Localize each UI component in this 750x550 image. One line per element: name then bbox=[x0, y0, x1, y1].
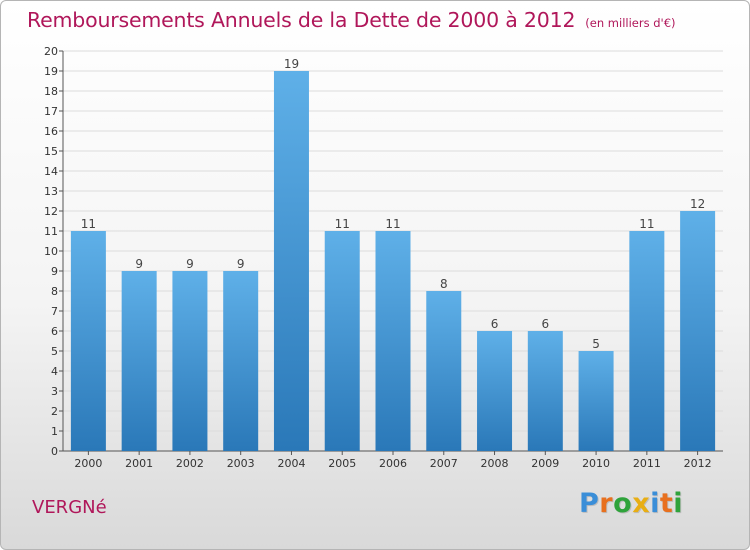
y-tick-label: 10 bbox=[44, 245, 58, 258]
proxiti-logo[interactable]: Proxiti bbox=[579, 488, 683, 519]
y-tick-label: 6 bbox=[51, 325, 58, 338]
y-tick-label: 16 bbox=[44, 125, 58, 138]
y-tick-label: 4 bbox=[51, 365, 58, 378]
bar-2003 bbox=[223, 271, 259, 451]
y-tick-label: 15 bbox=[44, 145, 58, 158]
chart-subtitle: (en milliers d'€) bbox=[585, 16, 676, 30]
bar-2009 bbox=[527, 331, 563, 451]
logo-letter: i bbox=[650, 488, 660, 519]
logo-letter: P bbox=[579, 488, 600, 519]
bar-2011 bbox=[629, 231, 665, 451]
x-tick-label: 2012 bbox=[684, 457, 712, 470]
logo-letter: r bbox=[599, 488, 614, 519]
y-tick-label: 20 bbox=[44, 45, 58, 58]
y-tick-label: 13 bbox=[44, 185, 58, 198]
data-label-2012: 12 bbox=[690, 197, 705, 211]
y-tick-label: 5 bbox=[51, 345, 58, 358]
data-label-2004: 19 bbox=[284, 57, 299, 71]
logo-letter: o bbox=[613, 488, 633, 519]
data-label-2009: 6 bbox=[541, 317, 549, 331]
x-tick-label: 2005 bbox=[328, 457, 356, 470]
y-tick-label: 2 bbox=[51, 405, 58, 418]
x-tick-label: 2001 bbox=[125, 457, 153, 470]
y-tick-label: 3 bbox=[51, 385, 58, 398]
bar-2002 bbox=[172, 271, 208, 451]
logo-letter: i bbox=[673, 488, 684, 519]
data-label-2002: 9 bbox=[186, 257, 194, 271]
x-tick-label: 2010 bbox=[582, 457, 610, 470]
y-tick-label: 14 bbox=[44, 165, 58, 178]
chart-title: Remboursements Annuels de la Dette de 20… bbox=[27, 8, 676, 32]
x-tick-label: 2009 bbox=[531, 457, 559, 470]
x-tick-label: 2004 bbox=[277, 457, 305, 470]
data-label-2008: 6 bbox=[491, 317, 499, 331]
y-tick-label: 11 bbox=[44, 225, 58, 238]
y-tick-label: 17 bbox=[44, 105, 58, 118]
commune-name: VERGNé bbox=[32, 497, 107, 518]
y-tick-label: 8 bbox=[51, 285, 58, 298]
data-label-2003: 9 bbox=[237, 257, 245, 271]
x-tick-label: 2003 bbox=[227, 457, 255, 470]
x-tick-label: 2000 bbox=[74, 457, 102, 470]
data-labels: 11 9 9 9 19 11 11 8 6 6 5 11 12 bbox=[81, 57, 706, 351]
x-tick-label: 2006 bbox=[379, 457, 407, 470]
chart-title-text: Remboursements Annuels de la Dette de 20… bbox=[27, 8, 576, 32]
data-label-2011: 11 bbox=[639, 217, 654, 231]
x-tick-label: 2008 bbox=[481, 457, 509, 470]
bar-2004 bbox=[273, 71, 309, 451]
data-label-2000: 11 bbox=[81, 217, 96, 231]
data-label-2010: 5 bbox=[592, 337, 600, 351]
bar-2012 bbox=[680, 211, 716, 451]
x-tick-label: 2011 bbox=[633, 457, 661, 470]
data-label-2005: 11 bbox=[335, 217, 350, 231]
bar-2001 bbox=[121, 271, 157, 451]
data-label-2006: 11 bbox=[385, 217, 400, 231]
y-tick-label: 12 bbox=[44, 205, 58, 218]
y-tick-label: 0 bbox=[51, 445, 58, 458]
x-tick-label: 2002 bbox=[176, 457, 204, 470]
bar-2005 bbox=[324, 231, 360, 451]
data-label-2001: 9 bbox=[135, 257, 143, 271]
bar-2007 bbox=[426, 291, 462, 451]
logo-letter: x bbox=[632, 488, 651, 519]
bar-2006 bbox=[375, 231, 411, 451]
data-label-2007: 8 bbox=[440, 277, 448, 291]
y-tick-label: 9 bbox=[51, 265, 58, 278]
y-tick-label: 19 bbox=[44, 65, 58, 78]
x-tick-label: 2007 bbox=[430, 457, 458, 470]
bar-2008 bbox=[477, 331, 513, 451]
y-tick-label: 18 bbox=[44, 85, 58, 98]
bar-2010 bbox=[578, 351, 614, 451]
y-tick-label: 7 bbox=[51, 305, 58, 318]
y-tick-label: 1 bbox=[51, 425, 58, 438]
logo-letter: t bbox=[659, 488, 674, 519]
bar-2000 bbox=[70, 231, 106, 451]
bars bbox=[70, 71, 716, 451]
